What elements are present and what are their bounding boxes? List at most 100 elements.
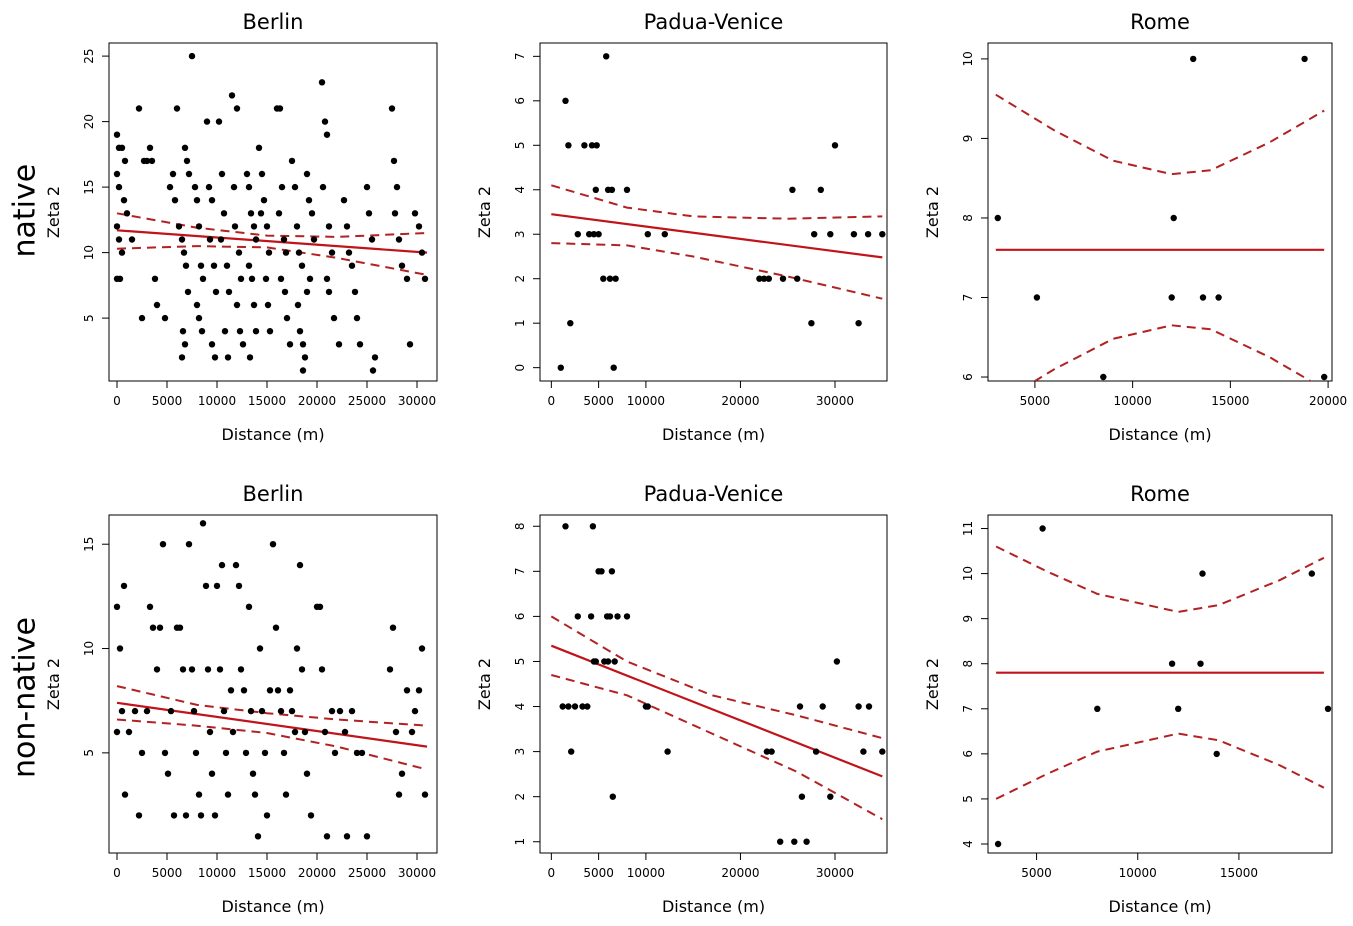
data-point	[184, 288, 192, 296]
data-point	[568, 748, 575, 755]
data-point	[318, 666, 326, 673]
data-point	[178, 354, 186, 361]
data-point	[281, 288, 289, 296]
y-tick-label: 7	[513, 53, 527, 61]
y-tick-label: 1	[513, 838, 527, 846]
data-point	[323, 275, 331, 282]
plot-frame	[539, 514, 888, 854]
data-point	[282, 249, 290, 256]
data-point	[113, 728, 121, 736]
data-point	[135, 812, 143, 819]
data-point	[348, 707, 356, 715]
data-point	[151, 275, 159, 282]
data-point	[245, 603, 253, 610]
data-point	[222, 749, 230, 757]
data-point	[994, 214, 1001, 222]
data-point	[193, 197, 201, 204]
ci-lower-line	[116, 718, 428, 771]
data-point	[113, 603, 121, 610]
data-point	[1175, 705, 1182, 712]
chart-title: Padua-Venice	[644, 10, 784, 34]
data-point	[1199, 294, 1207, 301]
data-point	[288, 157, 296, 165]
data-point	[231, 223, 239, 230]
data-point	[308, 210, 316, 217]
data-point	[240, 687, 248, 694]
x-tick-label: 10000	[1114, 394, 1152, 408]
data-point	[571, 703, 579, 710]
ci-upper-line	[995, 93, 1325, 176]
data-point	[213, 582, 221, 590]
data-point	[295, 249, 303, 256]
data-point	[600, 275, 607, 282]
data-point	[623, 613, 631, 620]
data-point	[321, 118, 329, 125]
data-point	[250, 223, 258, 230]
data-point	[195, 791, 203, 798]
data-point	[827, 793, 834, 800]
data-point	[263, 223, 271, 230]
y-axis: 4 5 6 7 8 9 10 11	[961, 521, 988, 848]
data-point	[208, 341, 216, 348]
data-point	[592, 186, 599, 193]
data-point	[113, 131, 121, 138]
data-point	[115, 236, 123, 243]
data-point	[239, 341, 247, 348]
data-point	[296, 561, 304, 569]
data-point	[398, 770, 406, 777]
data-point	[283, 314, 291, 322]
data-point	[146, 144, 154, 151]
y-tick-label: 6	[513, 97, 527, 105]
data-point	[353, 314, 361, 322]
x-tick-label: 15000	[1220, 866, 1258, 880]
data-point	[197, 262, 205, 269]
data-point	[593, 142, 600, 149]
data-point	[143, 157, 151, 165]
y-axis: 5 10 15	[82, 537, 109, 757]
data-point	[113, 170, 121, 178]
data-point	[294, 301, 302, 309]
data-point	[1094, 705, 1101, 712]
data-point	[403, 275, 411, 282]
data-point	[199, 275, 207, 282]
data-point	[604, 658, 612, 665]
data-point	[565, 142, 572, 149]
data-point	[195, 223, 203, 230]
data-point	[293, 223, 301, 230]
y-tick-label: 2	[513, 793, 527, 801]
x-tick-label: 25000	[348, 866, 386, 880]
data-point	[812, 748, 820, 755]
data-point	[1321, 373, 1328, 381]
chart-title: Berlin	[243, 482, 304, 506]
y-tick-label: 11	[961, 521, 975, 536]
data-point	[202, 582, 210, 590]
y-tick-label: 6	[961, 750, 975, 758]
data-point	[321, 728, 329, 736]
plot-frame	[108, 514, 438, 854]
x-tick-label: 0	[548, 866, 556, 880]
data-point	[242, 749, 250, 757]
data-point	[286, 341, 294, 348]
data-point	[236, 328, 244, 335]
data-point	[574, 231, 581, 238]
data-point	[664, 748, 671, 755]
data-point	[1308, 570, 1316, 577]
data-point	[173, 105, 181, 112]
data-point	[371, 354, 379, 361]
y-tick-label: 10	[961, 51, 975, 66]
x-tick-label: 15000	[248, 394, 286, 408]
data-point	[237, 666, 245, 673]
data-point	[562, 97, 569, 105]
data-point	[218, 561, 226, 569]
y-axis-label: Zeta 2	[923, 658, 942, 710]
data-point	[266, 687, 274, 694]
y-tick-label: 7	[961, 705, 975, 713]
y-axis: 0 1 2 3 4 5 6 7	[513, 53, 540, 371]
x-axis-label: Distance (m)	[1108, 897, 1211, 916]
data-point	[796, 703, 804, 710]
ci-upper-line	[995, 545, 1325, 613]
data-point	[185, 541, 193, 548]
ci-upper-line	[116, 685, 428, 727]
data-point	[210, 262, 218, 269]
data-point	[188, 52, 196, 60]
